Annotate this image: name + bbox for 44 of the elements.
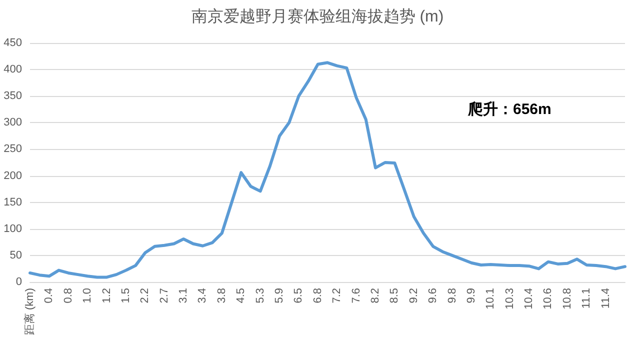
x-tick-label: 8.5 [388,288,401,304]
x-tick-label: 2.2 [139,288,152,304]
y-tick-label: 250 [4,143,22,156]
y-tick-label: 300 [4,116,22,129]
x-tick-label: 10.1 [484,288,497,310]
y-tick-label: 450 [4,37,22,49]
x-tick-label: 0.8 [62,288,74,304]
x-tick-label: 0.4 [43,288,56,304]
x-tick-label: 9.2 [408,288,420,304]
x-tick-label: 9.6 [427,288,440,304]
x-tick-label: 3.8 [216,288,228,304]
y-tick-label: 0 [16,276,22,288]
x-tick-label: 3.1 [178,288,190,304]
annotation: 爬升：656m [467,101,552,118]
y-tick-label: 200 [4,170,22,182]
x-tick-label: 5.9 [274,288,286,304]
y-tick-label: 150 [4,196,22,208]
x-tick-label: 3.4 [196,288,209,304]
x-tick-label: 11.1 [580,288,593,309]
x-tick-label: 4.5 [235,288,248,304]
x-tick-label: 1.5 [120,288,132,304]
x-tick-label: 10.3 [504,288,516,310]
x-tick-label: 7.6 [350,288,362,304]
y-tick-label: 50 [10,249,22,262]
x-tick-label: 5.3 [254,288,266,304]
x-tick-label: 距离 (km) [23,288,36,336]
x-tick-label: 9.8 [446,288,458,304]
y-tick-label: 100 [4,222,22,235]
y-tick-label: 400 [4,64,22,76]
line-series [28,61,626,279]
x-tick-label: 6.8 [312,288,324,304]
x-tick-label: 10.8 [561,288,574,310]
x-tick-label: 1.2 [100,288,113,304]
x-tick-label: 8.2 [369,288,382,304]
chart-title: 南京爱越野月赛体验组海拔趋势 (m) [191,8,444,26]
x-tick-label: 10.4 [523,288,536,310]
y-tick-label: 350 [4,90,22,102]
x-tick-label: 6.5 [292,288,305,304]
x-tick-label: 1.0 [82,288,94,304]
x-tick-label: 9.9 [465,288,478,304]
x-tick-label: 7.2 [331,288,344,304]
x-tick-label: 10.6 [542,288,554,310]
x-tick-label: 2.7 [158,288,170,304]
x-tick-label: 11.4 [600,288,612,309]
